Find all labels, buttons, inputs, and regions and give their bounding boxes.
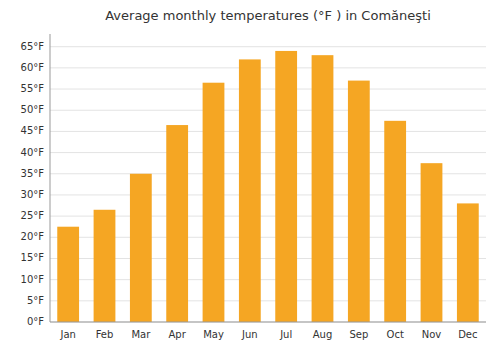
y-tick-label: 10°F: [21, 274, 45, 285]
x-tick-label: Feb: [96, 329, 114, 340]
grid-line: [50, 46, 486, 47]
y-tick-label: 45°F: [21, 125, 45, 136]
x-axis: Jan Feb Mar Apr May Jun Jul Aug Sep Oct Nov Dec: [50, 322, 486, 340]
bar: [312, 55, 334, 322]
x-tick-label: Jan: [59, 329, 75, 340]
grid-line: [50, 152, 486, 153]
y-tick-label: 25°F: [21, 210, 45, 221]
title: Average monthly temperatures (°F ) in Co…: [105, 8, 431, 23]
x-axis-line: [50, 322, 486, 323]
y-tick-label: 5°F: [27, 295, 44, 306]
y-tick-label: 30°F: [21, 189, 45, 200]
grid: [50, 47, 486, 322]
bar: [275, 51, 297, 322]
y-tick-label: 40°F: [21, 147, 45, 158]
x-tick-label: Jul: [279, 329, 292, 340]
x-tick-label: Dec: [458, 329, 477, 340]
x-tick-label: Sep: [349, 329, 368, 340]
bar: [421, 163, 443, 322]
y-tick-label: 60°F: [21, 62, 45, 73]
x-tick-label: Apr: [169, 329, 187, 340]
bars: [57, 51, 478, 322]
x-tick-label: Oct: [387, 329, 404, 340]
y-tick-label: 65°F: [21, 41, 45, 52]
x-tick-label: Nov: [422, 329, 442, 340]
bar: [457, 203, 479, 322]
bar: [57, 227, 79, 322]
bar: [384, 121, 406, 322]
bar: [166, 125, 188, 322]
x-tick-label: May: [203, 329, 224, 340]
chart-svg: 0°F 5°F 10°F 15°F 20°F 25°F 30°F 35°F 40°F 45°F 50…: [0, 0, 500, 350]
bar: [348, 81, 370, 322]
y-tick-label: 0°F: [27, 316, 44, 327]
grid-line: [50, 131, 486, 132]
y-tick-label: 20°F: [21, 231, 45, 242]
y-axis-line: [50, 34, 51, 322]
bar: [94, 210, 116, 322]
y-axis: 0°F 5°F 10°F 15°F 20°F 25°F 30°F 35°F 40°F 45°F 50…: [21, 34, 50, 327]
chart-container: 0°F 5°F 10°F 15°F 20°F 25°F 30°F 35°F 40°F 45°F 50…: [0, 0, 500, 350]
bar: [203, 83, 225, 322]
grid-line: [50, 89, 486, 90]
y-tick-label: 15°F: [21, 252, 45, 263]
x-tick-label: Jun: [241, 329, 258, 340]
page: {"chart_data": {"type": "bar", "title": …: [0, 0, 500, 350]
y-tick-label: 35°F: [21, 168, 45, 179]
grid-line: [50, 67, 486, 68]
y-tick-label: 55°F: [21, 83, 45, 94]
x-tick-label: Mar: [131, 329, 151, 340]
x-tick-label: Aug: [313, 329, 333, 340]
y-tick-label: 50°F: [21, 104, 45, 115]
bar: [239, 59, 261, 322]
grid-line: [50, 110, 486, 111]
grid-line: [50, 322, 486, 323]
bar: [130, 174, 152, 322]
